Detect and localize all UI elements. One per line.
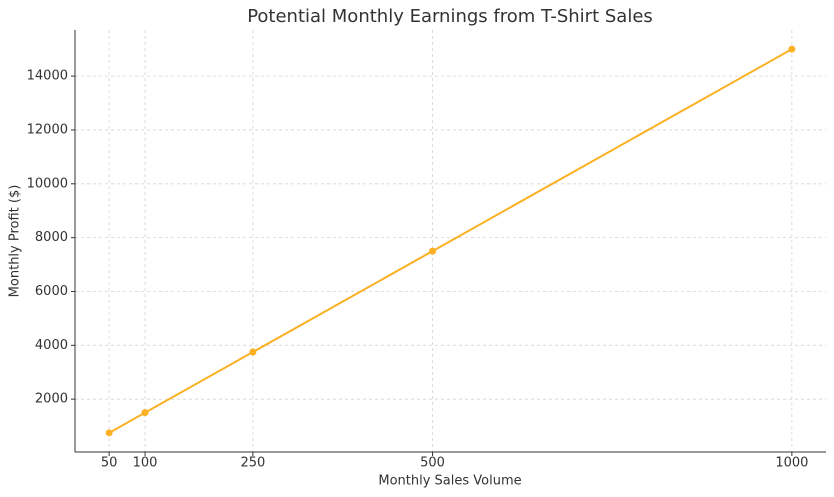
y-tick-label: 10000 bbox=[27, 176, 68, 191]
data-point bbox=[105, 429, 113, 437]
y-tick-label: 4000 bbox=[35, 338, 68, 353]
y-tick-label: 14000 bbox=[27, 69, 68, 84]
x-tick-label: 100 bbox=[133, 456, 158, 471]
x-tick-label: 1000 bbox=[775, 456, 808, 471]
x-tick-label: 500 bbox=[420, 456, 445, 471]
data-point bbox=[788, 45, 796, 53]
series-line bbox=[108, 48, 793, 434]
data-point bbox=[429, 247, 437, 255]
x-axis-label: Monthly Sales Volume bbox=[378, 474, 521, 489]
y-axis-label: Monthly Profit ($) bbox=[8, 185, 23, 298]
y-tick-label: 12000 bbox=[27, 122, 68, 137]
x-tick-label: 250 bbox=[240, 456, 265, 471]
y-tick-label: 6000 bbox=[35, 284, 68, 299]
grid bbox=[75, 30, 826, 452]
y-tick-label: 2000 bbox=[35, 392, 68, 407]
x-tick-label: 50 bbox=[101, 456, 118, 471]
data-point bbox=[249, 348, 257, 356]
y-tick-label: 8000 bbox=[35, 230, 68, 245]
data-point bbox=[141, 409, 149, 417]
chart-title: Potential Monthly Earnings from T-Shirt … bbox=[247, 6, 653, 27]
